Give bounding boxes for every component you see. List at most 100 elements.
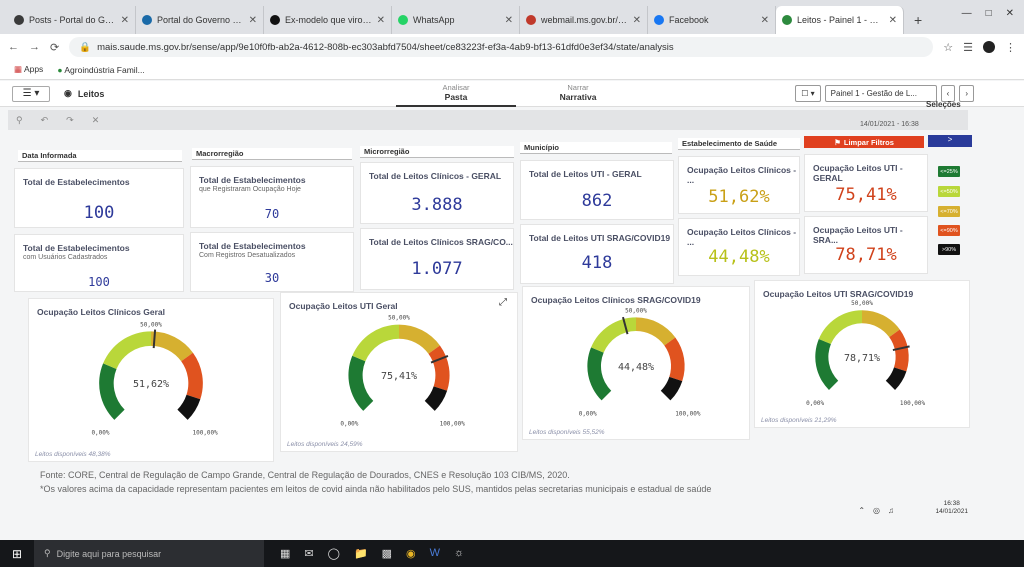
kpi-total-estabelecimentos: Total de Estabelecimentos 100 — [14, 168, 184, 228]
filter-microrregiao[interactable]: Microrregião — [360, 146, 514, 158]
browser-tab[interactable]: webmail.ms.gov.br/mail/...✕ — [520, 6, 648, 34]
taskbar-search-input[interactable]: ⚲ Digite aqui para pesquisar — [34, 540, 264, 567]
browser-tab[interactable]: WhatsApp ✕ — [392, 6, 520, 34]
edge-icon[interactable]: ◯ — [327, 548, 340, 560]
gauge-label: 50,00% — [140, 321, 162, 328]
filter-macrorregiao[interactable]: Macrorregião — [192, 148, 352, 160]
gauge-band — [664, 337, 685, 382]
browser-tab[interactable]: Ex-modelo que virou mu...✕ — [264, 6, 392, 34]
star-icon[interactable]: ☆ — [943, 41, 954, 54]
word-icon[interactable]: W — [429, 547, 441, 559]
clear-selections-icon[interactable]: ✕ — [91, 114, 100, 125]
gauge-band — [885, 367, 907, 390]
gauge-label: 51,62% — [133, 379, 169, 390]
lock-icon: 🔒 — [79, 41, 92, 53]
windows-start-icon[interactable]: ⊞ — [11, 546, 23, 561]
browser-tab[interactable]: Posts - Portal do Governo✕ — [8, 6, 136, 34]
next-sheet-button[interactable]: › — [959, 85, 974, 102]
clear-filters-button[interactable]: ⚑ Limpar Filtros — [804, 136, 924, 148]
close-tab-icon[interactable]: ✕ — [248, 14, 257, 26]
kpi-leitos-clinicos-srag: Total de Leitos Clínicos SRAG/CO... 1.07… — [360, 228, 514, 290]
store-icon[interactable]: ▩ — [381, 548, 393, 560]
step-forward-icon[interactable]: ↷ — [66, 114, 74, 125]
volume-icon[interactable]: ♫ — [888, 506, 894, 515]
url-input[interactable]: 🔒 mais.saude.ms.gov.br/sense/app/9e10f0f… — [69, 37, 934, 57]
next-button[interactable]: > — [928, 135, 972, 147]
source-note: Fonte: CORE, Central de Regulação de Cam… — [40, 470, 570, 480]
prev-sheet-button[interactable]: ‹ — [940, 85, 956, 102]
forward-icon[interactable]: → — [29, 41, 40, 53]
filter-municipio[interactable]: Município — [520, 142, 672, 154]
clock[interactable]: 16:38 14/01/2021 — [935, 500, 968, 516]
selections-button[interactable]: Seleções — [926, 100, 961, 109]
gauge-band — [818, 310, 862, 345]
gauge-chart: 51,62% 50,00% 0,00% 100,00% — [91, 321, 218, 437]
task-view-icon[interactable]: ▦ — [280, 548, 291, 560]
gauge-card-uti-srag: 78,71% 50,00% 0,00% 100,00% Ocupação Leitos… — [754, 280, 970, 428]
gauge-band — [399, 324, 440, 354]
sheet-selector[interactable]: Painel 1 - Gestão de L... — [824, 85, 937, 102]
new-tab-button[interactable]: + — [914, 12, 923, 28]
close-tab-icon[interactable]: ✕ — [760, 14, 769, 26]
chevron-up-icon[interactable]: ⌃ — [858, 506, 866, 515]
filter-estabelecimento[interactable]: Estabelecimento de Saúde — [678, 138, 800, 150]
filter-data-informada[interactable]: Data Informada — [18, 150, 182, 162]
close-tab-icon[interactable]: ✕ — [504, 14, 513, 26]
browser-tab[interactable]: Facebook ✕ — [648, 6, 776, 34]
expand-icon[interactable]: ⤢ — [499, 297, 507, 308]
step-back-icon[interactable]: ↶ — [40, 114, 49, 125]
network-icon[interactable]: ◎ — [873, 506, 880, 515]
browser-tab[interactable]: Leitos - Painel 1 - Gestão✕ — [776, 6, 904, 34]
kpi-ocupacao-uti-geral: Ocupação Leitos UTI - GERAL 75,41% — [804, 154, 928, 212]
taskbar-apps: ▦ ✉ ◯ 📁 ▩ ◉ W ☼ — [280, 547, 464, 560]
kpi-leitos-uti-geral: Total de Leitos UTI - GERAL 862 — [520, 160, 674, 220]
gauge-card-clinicos-geral: 51,62% 50,00% 0,00% 100,00% Ocupação Leitos… — [28, 298, 274, 462]
reload-icon[interactable]: ⟳ — [50, 41, 60, 54]
taskbar: ⊞ ⚲ Digite aqui para pesquisar ▦ ✉ ◯ 📁 ▩… — [0, 540, 1024, 567]
gauge-chart: 75,41% 50,00% 0,00% 100,00% — [340, 315, 466, 428]
gauge-band — [815, 339, 839, 390]
footer-notes: Fonte: CORE, Central de Regulação de Cam… — [40, 468, 711, 497]
bookmark-agroindustria[interactable]: ● Agroindústria Famil... — [57, 64, 145, 75]
maximize-icon[interactable]: □ — [985, 8, 992, 19]
chrome-icon[interactable]: ◉ — [406, 548, 416, 560]
minimize-icon[interactable]: — — [961, 8, 972, 19]
favicon-icon — [782, 15, 792, 25]
tab-narrar[interactable]: Narrar Narrativa — [559, 83, 597, 102]
legend-chip: >90% — [938, 244, 960, 255]
extensions-icon[interactable]: ☰ — [963, 41, 973, 54]
menu-button[interactable]: ☰ ▾ — [12, 85, 50, 102]
file-explorer-icon[interactable]: 📁 — [353, 548, 368, 560]
gauge-band — [889, 329, 909, 372]
smart-search-icon[interactable]: ⚲ — [16, 114, 23, 125]
kpi-ocupacao-clinicos-geral: Ocupação Leitos Clínicos - ... 51,62% — [678, 156, 800, 214]
gauge-band — [862, 310, 900, 338]
favicon-icon — [526, 15, 536, 25]
browser-tab[interactable]: Portal do Governo de M...✕ — [136, 6, 264, 34]
gauge-label: 100,00% — [440, 421, 466, 428]
bookmark-apps[interactable]: ▦ Apps — [14, 64, 44, 74]
close-tab-icon[interactable]: ✕ — [632, 14, 641, 26]
kebab-menu-icon[interactable]: ⋮ — [1005, 41, 1016, 54]
bookmark-icon: ☐ ▾ — [801, 89, 815, 98]
close-tab-icon[interactable]: ✕ — [888, 14, 897, 26]
close-tab-icon[interactable]: ✕ — [120, 14, 129, 26]
globe-icon: ◉ — [64, 88, 72, 98]
back-icon[interactable]: ← — [8, 41, 19, 53]
gauge-label: 0,00% — [91, 430, 109, 437]
close-tab-icon[interactable]: ✕ — [376, 14, 385, 26]
gauge-label: 50,00% — [851, 300, 873, 307]
tab-analisar[interactable]: Analisar Pasta — [396, 81, 516, 107]
bookmark-icon: ● — [57, 64, 63, 75]
mail-icon[interactable]: ✉ — [304, 548, 314, 560]
gauge-label: 0,00% — [340, 421, 358, 428]
close-icon[interactable]: ✕ — [1005, 8, 1014, 19]
avatar[interactable] — [983, 41, 995, 53]
legend-chip: <=70% — [938, 206, 960, 217]
gauge-label: 100,00% — [675, 410, 701, 417]
gauge-band — [177, 394, 201, 420]
bookmark-button[interactable]: ☐ ▾ — [795, 85, 821, 102]
app-icon[interactable]: ☼ — [454, 547, 465, 559]
gauge-band — [636, 317, 676, 346]
